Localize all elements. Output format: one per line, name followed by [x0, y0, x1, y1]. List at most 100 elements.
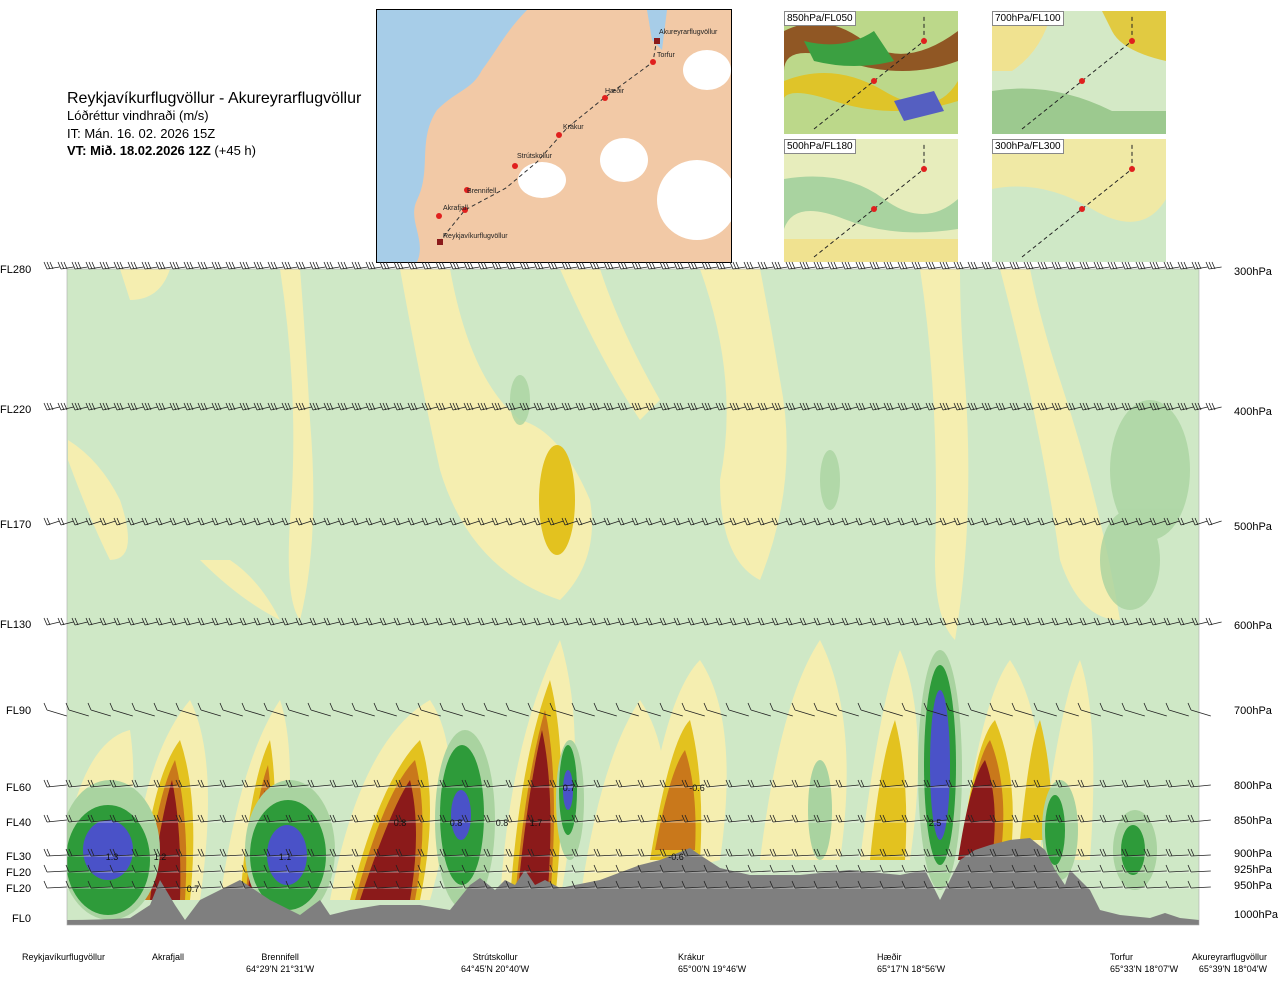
wind-barb: [113, 261, 130, 270]
wind-barb: [1051, 402, 1068, 411]
wind-barb: [285, 779, 309, 788]
wind-barb: [939, 402, 956, 411]
wind-barb: [461, 814, 485, 823]
wind-barb: [1065, 261, 1082, 270]
wind-barb: [141, 402, 158, 411]
wind-barb: [421, 261, 438, 270]
wind-barb: [483, 779, 507, 788]
wind-barb: [603, 261, 620, 270]
wind-barb: [1037, 261, 1054, 270]
wind-barb: [1011, 779, 1035, 788]
wind-barb: [219, 880, 243, 889]
wind-barb: [897, 402, 914, 411]
wind-barb: [923, 880, 947, 889]
wind-barb: [99, 402, 116, 411]
wind-barb: [791, 779, 815, 788]
wind-barb: [1093, 261, 1110, 270]
wind-barb: [835, 880, 859, 889]
wind-barb: [1099, 702, 1123, 717]
wind-barb: [603, 517, 620, 526]
wind-barb: [1079, 261, 1096, 270]
wind-barb: [295, 517, 312, 526]
wind-barb: [109, 880, 133, 889]
wind-barb: [281, 402, 298, 411]
wind-barb: [395, 814, 419, 823]
map-label-torfur: Torfur: [657, 52, 676, 59]
wind-barb: [703, 848, 727, 857]
wind-barb: [681, 702, 705, 717]
wind-barb: [65, 702, 89, 717]
wind-barb: [857, 848, 881, 857]
map-label-brennifell: Brennifell: [467, 188, 497, 195]
wind-barb: [945, 864, 969, 873]
wind-barb: [109, 779, 133, 788]
location-akureyri: Akureyrarflugvöllur 65°39'N 18°04'W: [1192, 951, 1267, 975]
wind-barb: [211, 617, 228, 626]
route-map-svg: Akureyrarflugvöllur Torfur Hæðir Krákur …: [377, 10, 731, 262]
wind-barb: [295, 402, 312, 411]
wind-barb: [1011, 864, 1035, 873]
location-coord: 65°00'N 19°46'W: [678, 964, 747, 974]
fl-label-8: FL20: [6, 867, 32, 879]
wind-barb: [113, 402, 130, 411]
wind-barb: [155, 617, 172, 626]
wind-barb: [589, 517, 606, 526]
mini-map-850: 850hPa/FL050: [784, 11, 958, 134]
wind-barb: [329, 880, 353, 889]
wind-barb: [439, 864, 463, 873]
wind-barb: [439, 814, 463, 823]
location-name: Akureyrarflugvöllur: [1192, 952, 1268, 962]
wind-barb: [743, 617, 760, 626]
wind-barb: [169, 617, 186, 626]
wind-barb: [395, 880, 419, 889]
wind-barb: [127, 617, 144, 626]
wind-barb: [309, 402, 326, 411]
wind-barb: [1011, 848, 1035, 857]
location-strutskollur: Strútskollur 64°45'N 20°40'W: [461, 951, 529, 975]
wind-barb: [953, 402, 970, 411]
wind-barb: [337, 402, 354, 411]
wind-barb: [1149, 261, 1166, 270]
wind-barb: [659, 261, 676, 270]
wind-barb: [615, 864, 639, 873]
location-reykjavik: Reykjavíkurflugvöllur: [22, 951, 105, 963]
wind-barb: [295, 617, 312, 626]
wind-barb: [967, 702, 991, 717]
wind-barb: [1023, 617, 1040, 626]
wind-barb: [169, 261, 186, 270]
wind-barb: [127, 261, 144, 270]
wind-barb: [239, 617, 256, 626]
wind-barb: [505, 779, 529, 788]
wind-barb: [1023, 261, 1040, 270]
fl-label-6: FL40: [6, 817, 32, 829]
wind-barb: [883, 517, 900, 526]
wind-barb: [1055, 864, 1079, 873]
valid-time-row: VT: Mið. 18.02.2026 12Z (+45 h): [67, 143, 256, 158]
value-label: 1.3: [106, 852, 119, 862]
wind-barb: [263, 814, 287, 823]
wind-barb: [1077, 864, 1101, 873]
wind-barb: [813, 864, 837, 873]
wind-barb: [1099, 880, 1123, 889]
wind-barb: [109, 864, 133, 873]
wind-barb: [253, 261, 270, 270]
pressure-label-10: 1000hPa: [1234, 909, 1279, 921]
wind-barb: [923, 864, 947, 873]
wind-barb: [43, 814, 67, 823]
wind-barb: [939, 261, 956, 270]
wind-barb: [1163, 261, 1180, 270]
wind-barb: [813, 261, 830, 270]
plot-background: [67, 269, 1199, 925]
wind-barb: [1121, 779, 1145, 788]
wind-barb: [995, 617, 1012, 626]
wind-barb: [491, 617, 508, 626]
fl-label-10: FL0: [12, 913, 31, 925]
wind-barb: [393, 517, 410, 526]
wind-barb: [197, 848, 221, 857]
wind-barb: [967, 864, 991, 873]
wind-barb: [241, 779, 265, 788]
wind-barb: [659, 617, 676, 626]
wind-barb: [1121, 880, 1145, 889]
wind-barb: [1023, 517, 1040, 526]
wind-barb: [901, 848, 925, 857]
